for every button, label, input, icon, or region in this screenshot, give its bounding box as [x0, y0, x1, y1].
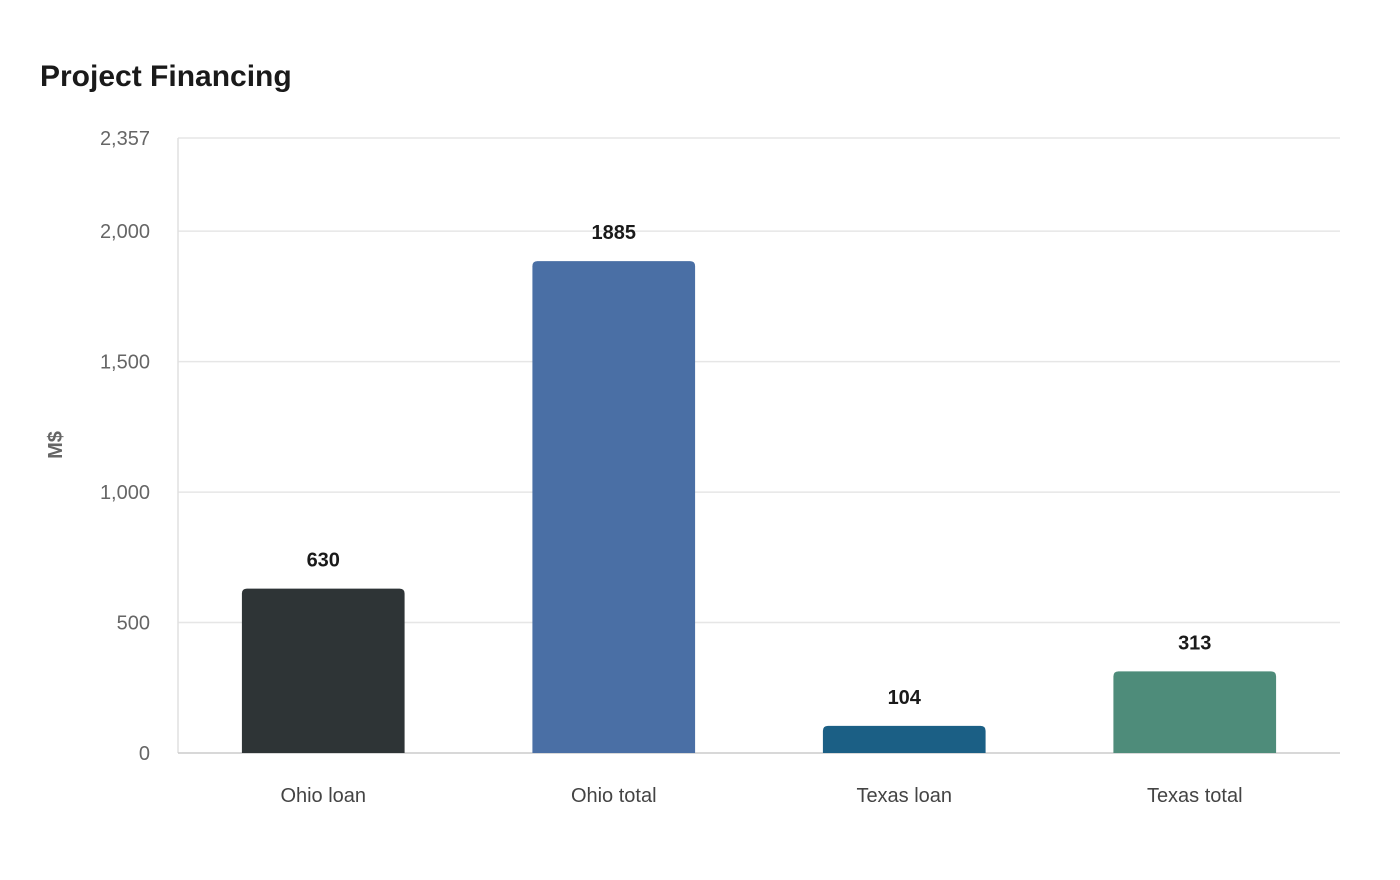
bar-ohio-total: [532, 261, 696, 753]
x-tick-label: Texas total: [1147, 785, 1243, 807]
x-tick-label: Ohio loan: [280, 785, 366, 807]
y-tick-label: 1,500: [100, 352, 150, 374]
y-tick-label: 2,000: [100, 221, 150, 243]
y-axis-title: M$: [45, 431, 67, 459]
value-label: 313: [1178, 632, 1211, 654]
y-tick-label: 2,357: [100, 128, 150, 150]
value-label: 630: [307, 550, 340, 572]
gridlines: [178, 137, 1340, 624]
y-tick-labels: 0 500 1,000 1,500 2,000 2,357: [100, 128, 150, 765]
y-tick-label: 1,000: [100, 482, 150, 504]
x-tick-label: Ohio total: [571, 785, 657, 807]
chart-title: Project Financing: [40, 60, 292, 93]
y-tick-label: 500: [117, 613, 150, 635]
x-tick-labels: Ohio loan Ohio total Texas loan Texas total: [280, 785, 1242, 807]
x-tick-label: Texas loan: [856, 785, 952, 807]
y-tick-label: 0: [139, 743, 150, 765]
value-label: 104: [888, 687, 922, 709]
bar-texas-total: [1113, 671, 1277, 753]
value-labels: 630 1885 104 313: [307, 222, 1212, 709]
value-label: 1885: [592, 222, 637, 244]
bar-ohio-loan: [241, 588, 405, 753]
bars: [241, 261, 1277, 753]
bar-texas-loan: [822, 725, 986, 753]
